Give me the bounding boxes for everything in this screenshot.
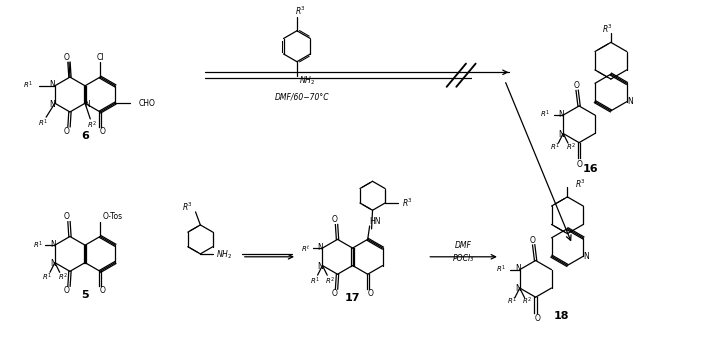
Text: O: O — [577, 159, 583, 169]
Text: Cl: Cl — [96, 53, 104, 62]
Text: $R^3$: $R^3$ — [603, 23, 613, 35]
Text: N: N — [515, 285, 521, 294]
Text: N: N — [50, 240, 56, 249]
Text: O: O — [367, 289, 374, 298]
Text: 17: 17 — [345, 293, 360, 303]
Text: $R^1$: $R^1$ — [496, 264, 506, 275]
Text: N: N — [49, 100, 55, 109]
Text: 5: 5 — [81, 290, 89, 300]
Text: $R^1$: $R^1$ — [507, 296, 517, 307]
Text: O: O — [64, 286, 70, 295]
Text: $R^3$: $R^3$ — [295, 5, 306, 17]
Text: $R^2$: $R^2$ — [325, 275, 335, 287]
Text: $R^1$: $R^1$ — [540, 108, 550, 120]
Text: O: O — [573, 81, 579, 90]
Text: 16: 16 — [582, 165, 598, 175]
Text: N: N — [50, 259, 56, 268]
Text: O: O — [534, 314, 541, 323]
Text: O: O — [332, 215, 337, 224]
Text: $R^2$: $R^2$ — [87, 120, 97, 131]
Text: CHO: CHO — [139, 99, 156, 108]
Text: $R^1$: $R^1$ — [42, 272, 52, 283]
Text: $R^2$: $R^2$ — [522, 296, 532, 307]
Text: $R^3$: $R^3$ — [575, 177, 586, 190]
Text: N: N — [558, 130, 564, 139]
Text: N: N — [49, 80, 55, 89]
Text: POCl₃: POCl₃ — [453, 254, 474, 263]
Text: $R^1$: $R^1$ — [551, 141, 560, 152]
Text: N: N — [84, 100, 90, 109]
Text: O: O — [100, 286, 106, 295]
Text: O-Tos: O-Tos — [103, 212, 123, 221]
Text: $R^3$: $R^3$ — [182, 201, 193, 213]
Text: 18: 18 — [553, 311, 569, 321]
Text: DMF/60−70°C: DMF/60−70°C — [275, 92, 329, 101]
Text: $NH_2$: $NH_2$ — [216, 249, 232, 261]
Text: DMF: DMF — [455, 241, 472, 250]
Text: $NH_2$: $NH_2$ — [299, 74, 315, 87]
Text: O: O — [99, 127, 105, 136]
Text: O: O — [64, 212, 70, 221]
Text: N: N — [515, 264, 521, 273]
Text: N: N — [627, 97, 632, 106]
Text: $R^1$: $R^1$ — [33, 239, 43, 251]
Text: 6: 6 — [81, 130, 89, 140]
Text: $R^1$: $R^1$ — [38, 117, 48, 129]
Text: N: N — [558, 110, 564, 119]
Text: $R^3$: $R^3$ — [402, 197, 413, 209]
Text: O: O — [63, 127, 69, 136]
Text: $R^2$: $R^2$ — [566, 141, 576, 152]
Text: N: N — [318, 262, 323, 271]
Text: O: O — [530, 236, 536, 245]
Text: $R^1$: $R^1$ — [310, 275, 320, 287]
Text: HN: HN — [370, 217, 381, 226]
Text: $R^1$: $R^1$ — [23, 80, 33, 91]
Text: $R^2$: $R^2$ — [58, 272, 68, 283]
Text: $R^t$: $R^t$ — [301, 243, 311, 254]
Text: O: O — [63, 53, 69, 62]
Text: O: O — [332, 289, 337, 298]
Text: N: N — [584, 252, 589, 261]
Text: N: N — [318, 243, 323, 252]
